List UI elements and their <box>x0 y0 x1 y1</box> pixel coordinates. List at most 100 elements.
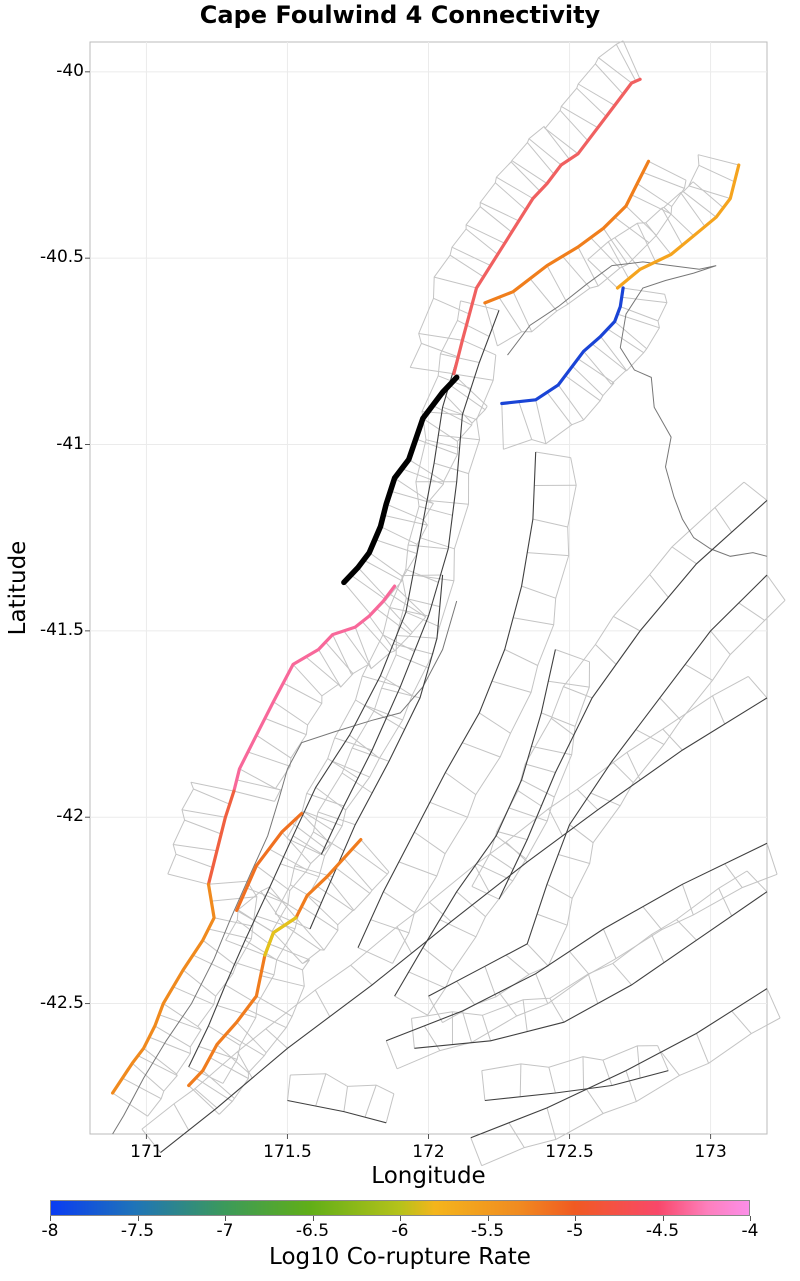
section-rung <box>712 695 726 725</box>
section-rung <box>408 458 444 482</box>
section-rung <box>505 954 530 975</box>
section-rung <box>184 819 222 835</box>
section-rung <box>284 924 321 951</box>
section-rung <box>412 574 454 582</box>
fault-trace <box>188 340 463 1068</box>
section-rung <box>505 841 528 863</box>
section-rung <box>295 917 325 951</box>
section-rung <box>190 781 235 792</box>
section-rung <box>587 259 618 289</box>
section-rung <box>188 1066 224 1084</box>
section-rung <box>591 343 627 371</box>
colorbar-tick-mark <box>662 1216 664 1221</box>
section-rung <box>202 1070 235 1099</box>
section-rung <box>541 712 576 727</box>
section-rung <box>394 995 428 1016</box>
section-rung <box>429 901 452 922</box>
section-rung <box>273 932 303 964</box>
section-rung <box>682 191 717 218</box>
section-rung <box>305 656 339 685</box>
section-rung <box>394 585 426 616</box>
section-rung <box>373 710 405 731</box>
section-rung <box>549 998 565 1023</box>
section-rung <box>522 999 528 1032</box>
section-rung <box>504 649 538 666</box>
section-rung <box>216 1004 256 1019</box>
section-rung <box>513 617 554 626</box>
section-rung <box>268 943 310 961</box>
section-rung <box>648 160 687 181</box>
section-rung <box>383 514 428 526</box>
section-rung <box>681 884 694 916</box>
section-rung <box>357 567 388 600</box>
section-rung <box>462 742 501 758</box>
section-rung <box>657 1045 669 1071</box>
section-rung <box>318 649 342 688</box>
section-rung <box>738 602 765 621</box>
section-rung <box>529 278 558 312</box>
section-rung <box>498 992 518 1017</box>
section-rung <box>465 224 505 244</box>
section-rung <box>237 909 274 934</box>
section-rung <box>237 919 270 945</box>
section-rung <box>620 306 659 322</box>
section-rung <box>680 192 706 227</box>
section-rung <box>548 1067 556 1094</box>
section-rung <box>208 880 247 885</box>
colorbar-label: Log10 Co-rupture Rate <box>269 1244 531 1270</box>
section-rung <box>710 630 731 655</box>
section-rung <box>292 835 325 857</box>
section-rung <box>314 989 331 1017</box>
section-rung <box>766 843 778 875</box>
section-rung <box>326 876 355 911</box>
section-rung <box>364 704 403 721</box>
y-tick-label: -41 <box>56 433 84 454</box>
section-rung <box>268 848 308 871</box>
section-rung <box>343 582 372 616</box>
section-rung <box>528 138 562 166</box>
section-rung <box>576 789 599 811</box>
fault-traces <box>160 310 768 1154</box>
section-rung <box>256 734 292 759</box>
corupture-trace-coastal-southern-strand <box>206 789 236 886</box>
section-rung <box>474 864 490 892</box>
colorbar-tick-mark <box>137 1216 139 1221</box>
section-rung <box>386 503 424 521</box>
section-rung <box>235 962 275 976</box>
section-rung <box>317 811 356 826</box>
section-rung <box>491 680 532 693</box>
section-rung <box>724 863 743 888</box>
colorbar-tick-mark <box>575 1216 576 1221</box>
section-rung <box>614 216 650 244</box>
section-rung <box>546 391 573 426</box>
section-rung <box>718 888 733 917</box>
section-rung <box>175 853 213 868</box>
section-rung <box>511 160 548 185</box>
section-rung <box>572 365 604 396</box>
section-rung <box>406 598 440 608</box>
section-rung <box>385 1093 395 1123</box>
section-rung <box>481 1070 486 1101</box>
section-rung <box>375 608 411 635</box>
section-rung <box>626 752 641 781</box>
section-rung <box>383 600 413 633</box>
section-rung <box>408 544 449 550</box>
section-rung <box>428 995 443 1023</box>
section-rung <box>211 896 257 902</box>
section-rung <box>341 772 373 794</box>
section-rung <box>381 687 421 699</box>
section-rung <box>350 574 387 601</box>
section-rung <box>233 790 275 802</box>
colorbar-tick-label: -4.5 <box>645 1221 680 1241</box>
section-rung <box>521 779 555 798</box>
y-tick-label: -40.5 <box>40 247 84 268</box>
section-rung <box>661 207 683 246</box>
section-rung <box>484 966 497 997</box>
coastline-segment <box>112 600 458 1135</box>
section-rung <box>173 1103 190 1131</box>
section-rung <box>316 885 354 912</box>
section-rung <box>282 682 323 704</box>
section-rung <box>236 1021 267 1054</box>
section-rung <box>607 241 630 279</box>
